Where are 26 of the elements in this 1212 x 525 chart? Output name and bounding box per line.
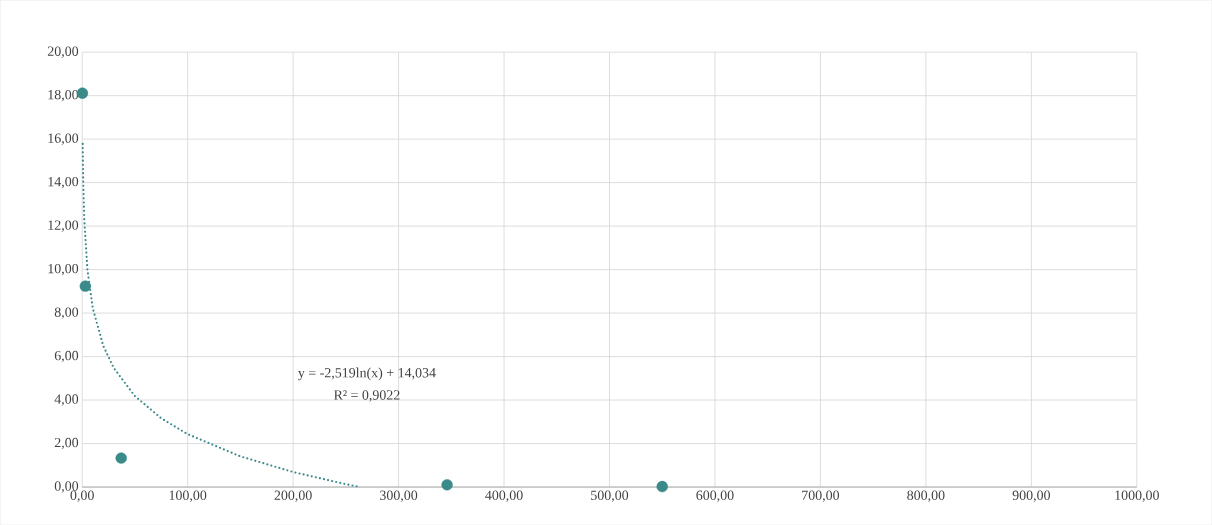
y-tick-label: 18,00 [48,89,79,102]
y-tick-label: 10,00 [48,263,79,276]
y-tick-label: 8,00 [54,307,79,319]
point [656,480,668,493]
y-tick-label: 4,00 [54,394,79,406]
x-tick-label: 600,00 [696,490,734,502]
x-tick-label: 200,00 [274,490,312,502]
y-tick-label: 12,00 [48,220,79,232]
x-tick-label: 100,00 [169,490,207,502]
y-tick-label: 2,00 [54,437,79,450]
x-tick-label: 300,00 [380,490,418,502]
x-tick-label: 500,00 [591,490,629,502]
y-tick-label: 16,00 [48,133,79,145]
point [79,280,92,292]
x-tick-label: 1000,00 [1115,490,1159,502]
y-tick-label: 6,00 [54,350,79,363]
x-tick-label: 900,00 [1012,490,1050,502]
annotation: y = -2,519ln(x) + 14,034 [298,367,436,381]
x-tick-label: 400,00 [485,490,523,502]
annotation: R² = 0,9022 [334,390,400,402]
point [441,479,453,491]
x-tick-label: 700,00 [802,490,840,502]
point [115,452,127,464]
y-tick-label: 14,00 [48,176,79,189]
x-tick-label: 800,00 [907,490,945,502]
y-tick-label: 20,00 [47,46,79,58]
